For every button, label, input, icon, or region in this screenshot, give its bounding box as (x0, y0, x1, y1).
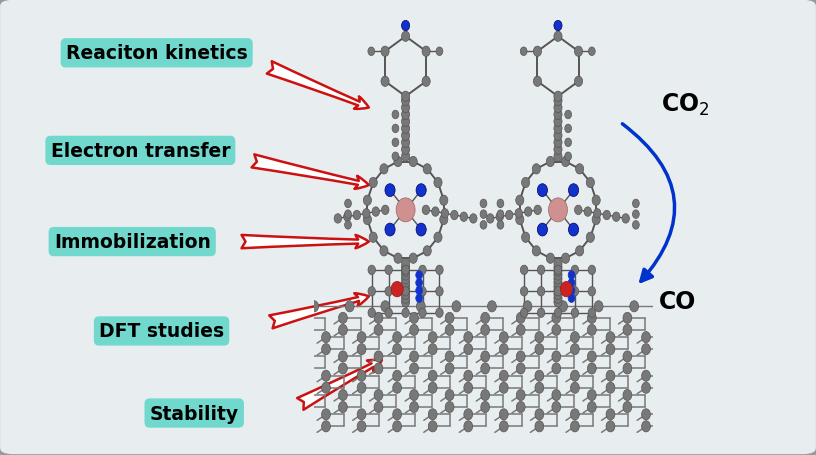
Text: Electron transfer: Electron transfer (51, 142, 230, 161)
Circle shape (535, 409, 543, 420)
Circle shape (310, 301, 318, 312)
Text: CO$_2$: CO$_2$ (661, 91, 709, 118)
Circle shape (588, 313, 596, 324)
Circle shape (517, 324, 526, 336)
Text: CO: CO (659, 289, 697, 313)
Circle shape (401, 131, 410, 141)
Circle shape (521, 178, 530, 188)
Circle shape (339, 402, 348, 413)
Circle shape (401, 152, 410, 162)
Circle shape (547, 253, 554, 264)
Circle shape (588, 389, 596, 401)
Circle shape (554, 92, 562, 102)
Circle shape (401, 263, 410, 273)
Circle shape (339, 313, 348, 324)
Circle shape (571, 266, 579, 275)
Circle shape (392, 382, 401, 394)
Text: DFT studies: DFT studies (99, 322, 224, 341)
Circle shape (434, 233, 442, 243)
Circle shape (554, 286, 562, 296)
Circle shape (496, 212, 503, 222)
Circle shape (499, 421, 508, 432)
Circle shape (521, 287, 528, 296)
Circle shape (570, 332, 579, 343)
Circle shape (416, 301, 425, 312)
Circle shape (440, 215, 448, 225)
Circle shape (554, 282, 562, 292)
Circle shape (554, 259, 562, 269)
Circle shape (554, 117, 562, 127)
Circle shape (460, 212, 468, 222)
Circle shape (588, 287, 596, 296)
Circle shape (554, 308, 561, 318)
Circle shape (554, 278, 562, 288)
Circle shape (344, 221, 352, 230)
Circle shape (410, 351, 419, 362)
Circle shape (623, 351, 632, 362)
Circle shape (392, 332, 401, 343)
Circle shape (374, 313, 383, 324)
Circle shape (369, 233, 377, 243)
Circle shape (380, 164, 388, 175)
Circle shape (422, 206, 430, 215)
Circle shape (391, 282, 403, 297)
Circle shape (401, 145, 410, 155)
Circle shape (499, 382, 508, 394)
Text: Stability: Stability (149, 404, 239, 423)
Circle shape (569, 184, 579, 197)
Circle shape (570, 421, 579, 432)
Circle shape (481, 351, 490, 362)
Circle shape (487, 301, 496, 312)
Circle shape (588, 402, 596, 413)
Circle shape (588, 308, 596, 318)
Circle shape (592, 196, 601, 206)
Circle shape (446, 351, 454, 362)
Circle shape (416, 224, 426, 237)
Circle shape (436, 287, 443, 296)
Circle shape (419, 287, 426, 296)
Circle shape (401, 259, 410, 269)
Circle shape (339, 389, 348, 401)
Circle shape (554, 138, 562, 148)
Circle shape (497, 200, 503, 208)
Circle shape (441, 209, 449, 218)
Circle shape (554, 289, 562, 300)
Circle shape (401, 278, 410, 288)
Circle shape (480, 200, 487, 208)
Circle shape (401, 21, 410, 31)
Circle shape (368, 287, 375, 296)
Circle shape (363, 196, 371, 206)
Text: Immobilization: Immobilization (54, 233, 211, 252)
Circle shape (517, 389, 526, 401)
Circle shape (463, 332, 472, 343)
Circle shape (416, 279, 423, 288)
Circle shape (632, 210, 639, 219)
Circle shape (486, 214, 494, 224)
Circle shape (392, 125, 399, 133)
Circle shape (401, 117, 410, 127)
Circle shape (432, 207, 439, 217)
Circle shape (422, 77, 430, 87)
Circle shape (606, 409, 615, 420)
Circle shape (339, 363, 348, 374)
Circle shape (446, 402, 454, 413)
Circle shape (554, 293, 562, 303)
Circle shape (588, 48, 595, 56)
Circle shape (481, 313, 490, 324)
Circle shape (521, 308, 528, 318)
Circle shape (380, 246, 388, 257)
Circle shape (554, 274, 562, 284)
Circle shape (362, 209, 370, 218)
Circle shape (547, 157, 554, 167)
Circle shape (368, 308, 375, 318)
Circle shape (396, 198, 415, 222)
Circle shape (385, 266, 392, 275)
Circle shape (428, 409, 437, 420)
Circle shape (385, 224, 395, 237)
Circle shape (537, 266, 545, 275)
Circle shape (401, 138, 410, 148)
Circle shape (569, 224, 579, 237)
Circle shape (357, 409, 366, 420)
Circle shape (574, 77, 583, 87)
